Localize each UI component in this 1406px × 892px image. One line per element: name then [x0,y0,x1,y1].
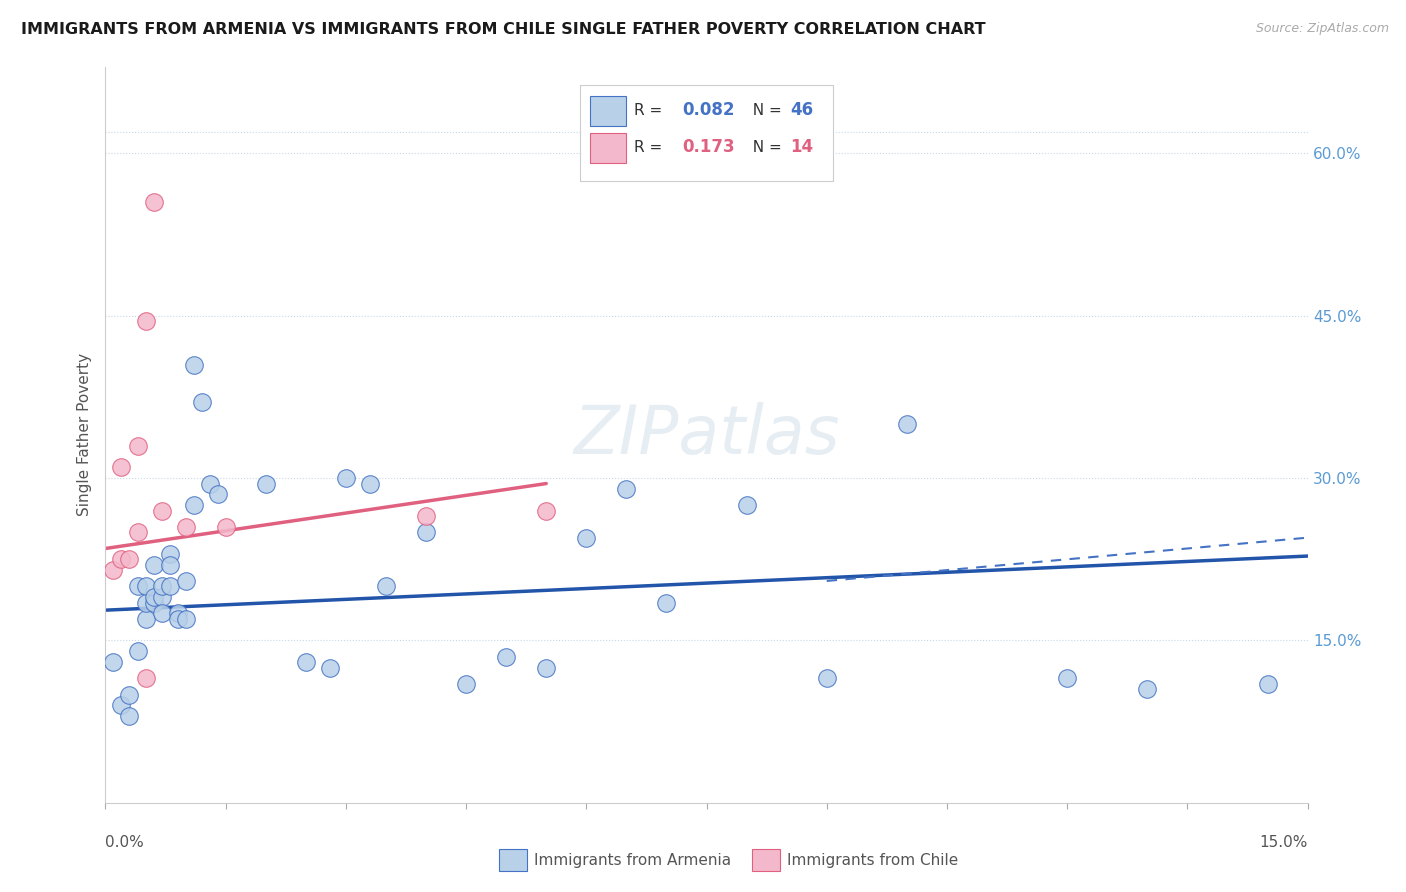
Text: R =: R = [634,103,672,118]
Point [415,508,437,523]
Point [415,525,437,540]
Text: 46: 46 [790,102,814,120]
Point [110,460,132,475]
Point [174,520,197,534]
Point [534,660,557,674]
Text: ZIPatlas: ZIPatlas [574,402,839,467]
Point [295,655,318,669]
Point [495,649,517,664]
Point [1056,671,1078,685]
Text: R =: R = [634,140,672,154]
Point [254,476,277,491]
Point [335,471,357,485]
Point [159,558,181,572]
Point [359,476,381,491]
Point [118,709,141,723]
Point [815,671,838,685]
Text: Immigrants from Chile: Immigrants from Chile [787,854,959,868]
Y-axis label: Single Father Poverty: Single Father Poverty [76,353,91,516]
Point [159,547,181,561]
Text: Source: ZipAtlas.com: Source: ZipAtlas.com [1256,22,1389,36]
Point [118,552,141,566]
FancyBboxPatch shape [591,96,626,126]
Point [135,314,157,328]
Point [190,395,212,409]
FancyBboxPatch shape [591,133,626,162]
Point [166,607,188,621]
Point [214,520,236,534]
Point [127,644,149,658]
Point [198,476,221,491]
Point [166,612,188,626]
Point [174,612,197,626]
Point [1257,677,1279,691]
Point [150,579,173,593]
Point [150,607,173,621]
Point [150,590,173,604]
Point [103,655,125,669]
Point [575,531,598,545]
Point [374,579,398,593]
Text: N =: N = [742,140,786,154]
Point [896,417,918,431]
Text: IMMIGRANTS FROM ARMENIA VS IMMIGRANTS FROM CHILE SINGLE FATHER POVERTY CORRELATI: IMMIGRANTS FROM ARMENIA VS IMMIGRANTS FR… [21,22,986,37]
Point [110,698,132,713]
Point [150,503,173,517]
Point [135,671,157,685]
Point [319,660,342,674]
Point [174,574,197,588]
Point [127,439,149,453]
Text: Immigrants from Armenia: Immigrants from Armenia [534,854,731,868]
FancyBboxPatch shape [581,86,832,181]
Text: 0.173: 0.173 [682,138,735,156]
Point [135,612,157,626]
Point [207,487,229,501]
Point [142,596,165,610]
Text: 0.082: 0.082 [682,102,735,120]
Point [159,579,181,593]
Point [118,688,141,702]
Point [142,558,165,572]
Point [127,579,149,593]
Point [655,596,678,610]
Point [1136,682,1159,697]
Text: 14: 14 [790,138,814,156]
Text: 0.0%: 0.0% [105,836,145,850]
Point [103,563,125,577]
Point [135,596,157,610]
Point [142,195,165,210]
Point [616,482,638,496]
Point [142,590,165,604]
Point [110,552,132,566]
Point [534,503,557,517]
Point [183,498,205,512]
Text: N =: N = [742,103,786,118]
Point [127,525,149,540]
Point [183,358,205,372]
Text: 15.0%: 15.0% [1260,836,1308,850]
Point [135,579,157,593]
Point [454,677,477,691]
Point [735,498,758,512]
